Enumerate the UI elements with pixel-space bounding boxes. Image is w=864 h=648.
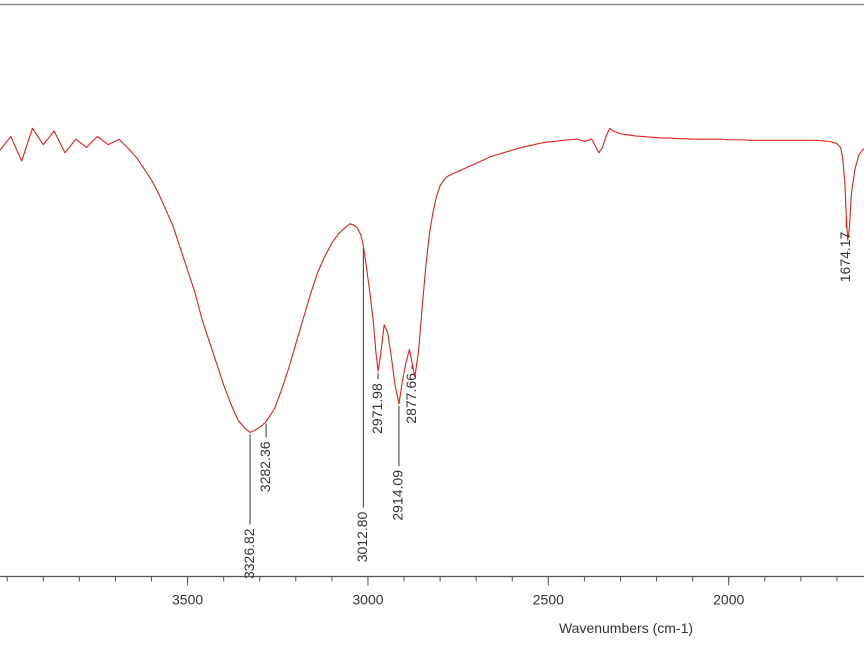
x-axis-title: Wavenumbers (cm-1) xyxy=(559,620,693,636)
spectrum-line xyxy=(0,127,864,433)
x-tick-label: 3500 xyxy=(172,592,203,608)
x-tick-label: 3000 xyxy=(352,592,383,608)
peak-label: 1674.17 xyxy=(837,231,853,282)
x-axis-minor-ticks xyxy=(6,576,838,582)
x-axis-major-ticks xyxy=(187,576,730,586)
peak-leader-lines xyxy=(249,217,847,525)
peak-label: 2877.66 xyxy=(403,373,419,424)
peak-label: 3326.82 xyxy=(241,528,257,579)
x-tick-label: 2000 xyxy=(713,592,744,608)
x-tick-label: 2500 xyxy=(533,592,564,608)
peak-label: 2971.98 xyxy=(369,383,385,434)
peak-label: 3282.36 xyxy=(257,441,273,492)
x-axis-tick-labels: 3500 3000 2500 2000 xyxy=(172,592,744,608)
peak-labels: 3326.82 3282.36 3012.80 2971.98 2914.09 2877.… xyxy=(241,231,853,579)
peak-label: 2914.09 xyxy=(390,470,406,521)
peak-label: 3012.80 xyxy=(354,511,370,562)
